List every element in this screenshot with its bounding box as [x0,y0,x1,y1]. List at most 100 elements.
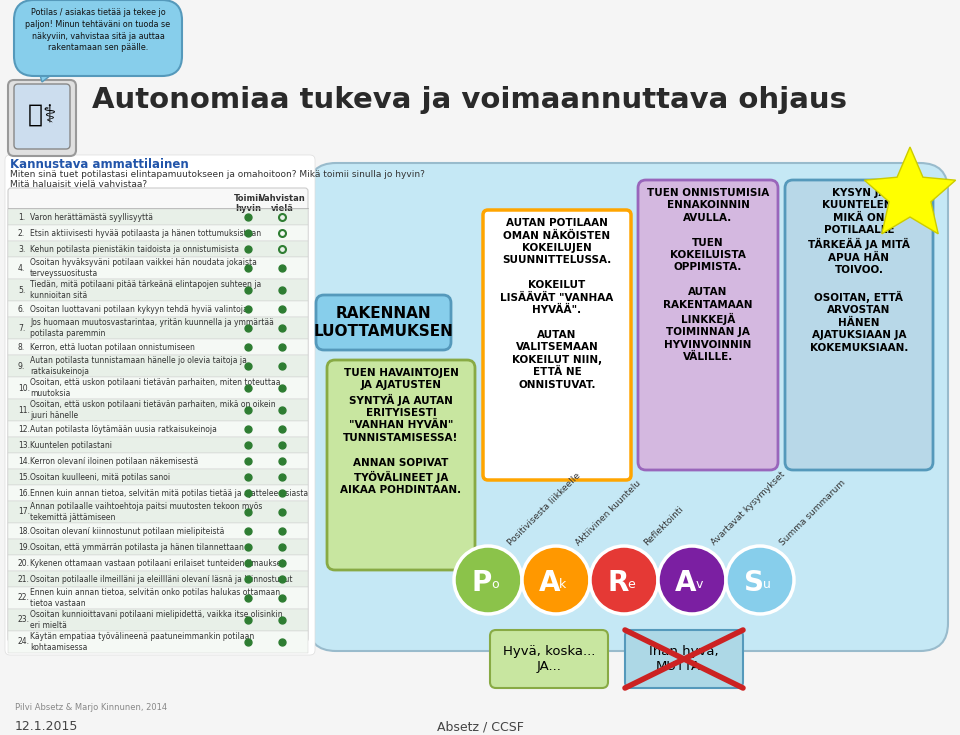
Text: Kerron olevaní iloinen potilaan näkemisestä: Kerron olevaní iloinen potilaan näkemise… [30,456,199,465]
Text: TUEN ONNISTUMISIA
ENNAKOINNIN
AVULLA.

TUEN
KOKEILUISTA
OPPIMISTA.

AUTAN
RAKENT: TUEN ONNISTUMISIA ENNAKOINNIN AVULLA. TU… [647,188,769,362]
Text: 14.: 14. [18,456,30,465]
Text: Hyvä, koska...
JA...: Hyvä, koska... JA... [503,645,595,673]
Text: Osoitan luottavani potilaan kykyyn tehdä hyviä valintoja: Osoitan luottavani potilaan kykyyn tehdä… [30,304,248,314]
Text: 19.: 19. [18,542,30,551]
Bar [8,421,308,437]
Text: Kykenen ottamaan vastaan potilaani erilaiset tunteiden ilmaukset: Kykenen ottamaan vastaan potilaani erila… [30,559,284,567]
Text: Osoitan kuulleeni, mitä potilas sanoi: Osoitan kuulleeni, mitä potilas sanoi [30,473,170,481]
Text: e: e [627,578,635,592]
Text: 6.: 6. [18,304,25,314]
FancyBboxPatch shape [308,163,948,651]
Text: Jos huomaan muutosvastarintaa, yritän kuunnella ja ymmärtää
potilasta paremmin: Jos huomaan muutosvastarintaa, yritän ku… [30,318,274,337]
Text: Miten sinä tuet potilastasi elintapamuutokseen ja omahoitoon? Mikä toimii sinull: Miten sinä tuet potilastasi elintapamuut… [10,170,425,179]
Text: Potilas / asiakas tietää ja tekee jo
paljon! Minun tehtäväni on tuoda se
näkyvii: Potilas / asiakas tietää ja tekee jo pal… [25,8,171,52]
Bar [8,571,308,587]
Text: 13.: 13. [18,440,30,450]
Text: RAKENNAN
LUOTTAMUKSEN: RAKENNAN LUOTTAMUKSEN [314,306,453,339]
Text: Annan potilaalle vaihtoehtoja paitsi muutosten tekoon myös
tekemittä jättämiseen: Annan potilaalle vaihtoehtoja paitsi muu… [30,502,262,522]
Bar [8,377,308,399]
Text: Aktiivinen kuuntelu: Aktiivinen kuuntelu [574,478,642,547]
Text: v: v [695,578,703,592]
Text: 4.: 4. [18,264,25,273]
Circle shape [726,546,794,614]
Bar [8,631,308,653]
Text: R: R [608,569,629,597]
Bar [8,355,308,377]
Text: Toimii
hyvin: Toimii hyvin [234,194,262,213]
Bar [8,225,308,241]
Bar [8,399,308,421]
Bar [8,301,308,317]
Text: Kerron, että luotan potilaan onnistumiseen: Kerron, että luotan potilaan onnistumise… [30,343,195,351]
Text: 2.: 2. [18,229,25,237]
Bar [8,241,308,257]
Text: Varon herättämästä syyllisyyttä: Varon herättämästä syyllisyyttä [30,212,153,221]
FancyBboxPatch shape [8,80,76,156]
Text: TUEN HAVAINTOJEN
JA AJATUSTEN
SYNTYÄ JA AUTAN
ERITYISESTI
"VANHAN HYVÄN"
TUNNIST: TUEN HAVAINTOJEN JA AJATUSTEN SYNTYÄ JA … [341,368,462,495]
Text: Pilvi Absetz & Marjo Kinnunen, 2014: Pilvi Absetz & Marjo Kinnunen, 2014 [15,703,167,712]
Text: Absetz / CCSF: Absetz / CCSF [437,720,523,733]
Text: 20.: 20. [18,559,30,567]
Text: 11.: 11. [18,406,30,415]
FancyBboxPatch shape [625,630,743,688]
Text: u: u [763,578,771,592]
Text: 23.: 23. [18,615,30,625]
FancyBboxPatch shape [327,360,475,570]
Text: Summa summarum: Summa summarum [778,478,847,547]
Text: Autan potilasta tunnistamaan hänelle jo olevia taitoja ja
ratkaisukeinoja: Autan potilasta tunnistamaan hänelle jo … [30,356,247,376]
Bar [8,485,308,501]
Text: Kannustava ammattilainen: Kannustava ammattilainen [10,158,189,171]
FancyBboxPatch shape [483,210,631,480]
Text: 17.: 17. [18,507,30,517]
Bar [8,501,308,523]
Text: 5.: 5. [18,285,25,295]
FancyBboxPatch shape [14,0,182,76]
Text: Osoitan, että uskon potilaani tietävän parhaiten, miten toteuttaa
muutoksia: Osoitan, että uskon potilaani tietävän p… [30,379,280,398]
Text: 21.: 21. [18,575,30,584]
Text: 3.: 3. [18,245,25,254]
Circle shape [454,546,522,614]
Text: 18.: 18. [18,526,30,536]
Text: Tiedän, mitä potilaani pitää tärkeänä elintapojen suhteen ja
kunnioitan sitä: Tiedän, mitä potilaani pitää tärkeänä el… [30,280,261,300]
FancyBboxPatch shape [14,84,70,149]
Text: k: k [560,578,566,592]
Text: Autan potilasta löytämään uusia ratkaisukeinoja: Autan potilasta löytämään uusia ratkaisu… [30,425,217,434]
Bar [8,279,308,301]
Text: Kehun potilasta pienistäkin taidoista ja onnistumisista: Kehun potilasta pienistäkin taidoista ja… [30,245,239,254]
Text: Avartavat kysymykset: Avartavat kysymykset [709,470,787,547]
Text: 15.: 15. [18,473,30,481]
FancyBboxPatch shape [638,180,778,470]
Text: Kuuntelen potilastani: Kuuntelen potilastani [30,440,112,450]
Text: 12.1.2015: 12.1.2015 [15,720,79,733]
Bar [8,453,308,469]
Bar [8,339,308,355]
Text: 10.: 10. [18,384,30,392]
Text: Osoitan, että ymmärrän potilasta ja hänen tilannettaan: Osoitan, että ymmärrän potilasta ja häne… [30,542,244,551]
Text: Osoitan potilaalle ilmeilläni ja eleillläni olevaní läsnä ja kiinnostunut: Osoitan potilaalle ilmeilläni ja eleilll… [30,575,293,584]
Text: Osoitan olevaní kiinnostunut potilaan mielipiteistä: Osoitan olevaní kiinnostunut potilaan mi… [30,526,225,536]
Text: Osoitan hyväksyväni potilaan vaikkei hän noudata jokaista
terveyssuositusta: Osoitan hyväksyväni potilaan vaikkei hän… [30,258,257,278]
Text: Reflektointi: Reflektointi [641,504,684,547]
FancyBboxPatch shape [785,180,933,470]
Text: Ennen kuin annan tietoa, selvitän onko potilas halukas ottamaan
tietoa vastaan: Ennen kuin annan tietoa, selvitän onko p… [30,588,280,608]
Text: 1.: 1. [18,212,25,221]
Circle shape [658,546,726,614]
Text: Käytän empatiaa työvälineenä paatuneimmankin potilaan
kohtaamisessa: Käytän empatiaa työvälineenä paatuneimma… [30,632,254,652]
Text: Positivisesta liikkeelle: Positivisesta liikkeelle [506,471,582,547]
Text: Autonomiaa tukeva ja voimaannuttava ohjaus: Autonomiaa tukeva ja voimaannuttava ohja… [92,86,847,114]
FancyBboxPatch shape [8,188,308,642]
Text: 16.: 16. [18,489,30,498]
Circle shape [522,546,590,614]
Text: AUTAN POTILAAN
OMAN NÄKÖISTEN
KOKEILUJEN
SUUNNITTELUSSA.

KOKEILUT
LISÄÄVÄT "VAN: AUTAN POTILAAN OMAN NÄKÖISTEN KOKEILUJEN… [500,218,613,390]
Bar [8,317,308,339]
Text: 👩‍⚕️: 👩‍⚕️ [28,104,57,128]
Text: 24.: 24. [18,637,30,647]
Text: 22.: 22. [18,593,30,603]
Text: Ihan hyvä,
MUTTA...: Ihan hyvä, MUTTA... [649,645,719,673]
Bar [8,609,308,631]
Text: 9.: 9. [18,362,25,370]
Circle shape [590,546,658,614]
Text: KYSYN JA
KUUNTELEN,
MIKÄ ON
POTILAALLE
TÄRKEÄÄ JA MITÄ
APUA HÄN
TOIVOO.

OSOITAN: KYSYN JA KUUNTELEN, MIKÄ ON POTILAALLE T… [808,188,910,353]
Text: Ennen kuin annan tietoa, selvitän mitä potilas tietää ja ajattelee asiasta: Ennen kuin annan tietoa, selvitän mitä p… [30,489,308,498]
Bar [8,469,308,485]
